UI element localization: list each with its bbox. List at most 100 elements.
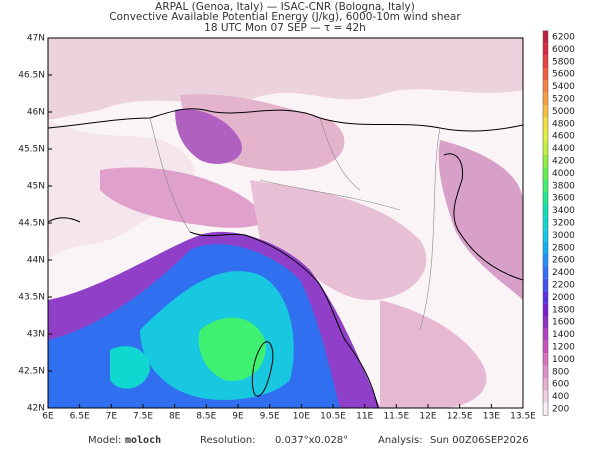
lat-label: 46N xyxy=(27,108,45,118)
colorbar-label: 3800 xyxy=(552,181,575,191)
colorbar-swatch xyxy=(543,241,548,254)
lon-label: 6.5E xyxy=(70,412,90,422)
footer-label: Resolution: xyxy=(200,435,256,446)
map-field xyxy=(48,38,523,408)
colorbar-swatch xyxy=(543,390,548,403)
colorbar-label: 5800 xyxy=(552,57,575,67)
colorbar-swatch xyxy=(543,278,548,292)
colorbar-swatch xyxy=(543,68,548,81)
colorbar-swatch xyxy=(543,328,548,341)
colorbar-swatch xyxy=(543,130,548,143)
lat-label: 45.5N xyxy=(18,145,45,155)
colorbar-label: 6200 xyxy=(552,33,575,43)
colorbar-swatch xyxy=(543,353,548,366)
colorbar-label: 4200 xyxy=(552,157,575,167)
lon-label: 11E xyxy=(356,412,373,422)
lat-label: 42.5N xyxy=(18,367,45,377)
colorbar-label: 2600 xyxy=(552,256,575,266)
lat-label: 44N xyxy=(27,256,45,266)
lon-label: 13E xyxy=(483,412,500,422)
colorbar-swatch xyxy=(543,204,548,217)
lon-label: 6E xyxy=(42,412,54,422)
colorbar-swatch xyxy=(543,254,548,267)
colorbar-swatch xyxy=(543,402,548,416)
colorbar-label: 5000 xyxy=(552,107,575,117)
lat-label: 43N xyxy=(27,330,45,340)
colorbar-swatch xyxy=(543,365,548,378)
footer-value: Sun 00Z06SEP2026 xyxy=(430,435,529,446)
colorbar-swatch xyxy=(543,340,548,354)
lon-label: 10E xyxy=(293,412,310,422)
colorbar-swatch xyxy=(543,92,548,106)
colorbar-label: 1600 xyxy=(552,318,575,328)
lon-label: 12.5E xyxy=(447,412,473,422)
colorbar-swatch xyxy=(543,316,548,329)
header-line: ARPAL (Genoa, Italy) — ISAC-CNR (Bologna… xyxy=(155,1,415,13)
colorbar-swatch xyxy=(543,142,548,155)
colorbar-label: 1800 xyxy=(552,305,575,315)
colorbar-label: 4600 xyxy=(552,132,575,142)
colorbar-label: 3400 xyxy=(552,206,575,216)
colorbar-label: 3600 xyxy=(552,194,575,204)
footer-label: Model: xyxy=(88,435,121,446)
colorbar-label: 6000 xyxy=(552,45,575,55)
lat-label: 47N xyxy=(27,34,45,44)
colorbar-frame xyxy=(542,30,549,416)
colorbar-swatch xyxy=(543,167,548,180)
colorbar-label: 2000 xyxy=(552,293,575,303)
colorbar-label: 5400 xyxy=(552,82,575,92)
colorbar-label: 1200 xyxy=(552,343,575,353)
lat-label: 46.5N xyxy=(18,71,45,81)
colorbar-label: 400 xyxy=(552,392,569,402)
colorbar-label: 4400 xyxy=(552,144,575,154)
lon-label: 8E xyxy=(169,412,181,422)
colorbar-label: 600 xyxy=(552,380,569,390)
colorbar-swatch xyxy=(543,117,548,130)
lat-label: 44.5N xyxy=(18,219,45,229)
lon-label: 10.5E xyxy=(320,412,346,422)
colorbar-swatch xyxy=(543,55,548,68)
header-line: 18 UTC Mon 07 SEP — τ = 42h xyxy=(204,22,366,34)
colorbar-label: 5600 xyxy=(552,70,575,80)
colorbar-label: 800 xyxy=(552,367,569,377)
colorbar-swatch xyxy=(543,291,548,304)
colorbar-swatch xyxy=(543,216,548,230)
colorbar-label: 3200 xyxy=(552,219,575,229)
colorbar-swatch xyxy=(543,105,548,118)
colorbar-label: 200 xyxy=(552,405,569,415)
lon-label: 8.5E xyxy=(196,412,216,422)
colorbar-label: 2800 xyxy=(552,243,575,253)
colorbar-label: 1000 xyxy=(552,355,575,365)
colorbar-swatch xyxy=(543,266,548,279)
lon-label: 13.5E xyxy=(510,412,536,422)
lat-label: 42N xyxy=(27,404,45,414)
lon-label: 9E xyxy=(232,412,244,422)
colorbar-swatch xyxy=(543,80,548,93)
lon-label: 7E xyxy=(106,412,118,422)
lon-label: 9.5E xyxy=(260,412,280,422)
header-line: Convective Available Potential Energy (J… xyxy=(109,11,461,23)
colorbar-swatch xyxy=(543,43,548,56)
footer-value: moloch xyxy=(125,435,161,446)
lat-label: 43.5N xyxy=(18,293,45,303)
colorbar-swatch xyxy=(543,30,548,44)
colorbar-swatch xyxy=(543,229,548,242)
colorbar-label: 4800 xyxy=(552,119,575,129)
colorbar-swatch xyxy=(543,179,548,192)
footer-value: 0.037°x0.028° xyxy=(275,435,348,446)
colorbar-swatch xyxy=(543,192,548,205)
colorbar-label: 4000 xyxy=(552,169,575,179)
lon-label: 12E xyxy=(419,412,436,422)
colorbar-swatch xyxy=(543,378,548,391)
colorbar-label: 3000 xyxy=(552,231,575,241)
colorbar-label: 5200 xyxy=(552,95,575,105)
lon-label: 7.5E xyxy=(133,412,153,422)
colorbar-label: 1400 xyxy=(552,330,575,340)
lon-label: 11.5E xyxy=(383,412,409,422)
colorbar-label: 2200 xyxy=(552,281,575,291)
colorbar-label: 2400 xyxy=(552,268,575,278)
footer-label: Analysis: xyxy=(378,435,423,446)
colorbar-swatch xyxy=(543,303,548,316)
lat-label: 45N xyxy=(27,182,45,192)
